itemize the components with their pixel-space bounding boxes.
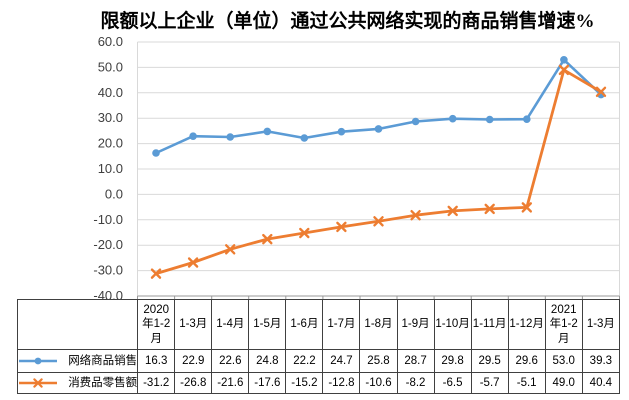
- y-axis-tick-label: 20.0: [98, 136, 123, 151]
- value-cell: 16.3: [137, 349, 176, 373]
- y-axis-tick-label: -10.0: [93, 212, 123, 227]
- category-header-cell: 1-3月: [581, 299, 621, 350]
- value-cell: 29.8: [433, 349, 472, 373]
- x-marker: [447, 205, 458, 217]
- category-header-cell: 1-5月: [248, 299, 287, 350]
- value-cell: -8.2: [396, 372, 435, 394]
- category-header-cell: 1-11月: [470, 299, 509, 350]
- value-cell: -15.2: [285, 372, 324, 394]
- legend-cell: 消费品零售额: [16, 372, 139, 394]
- x-marker: [299, 227, 310, 239]
- category-header-cell: 1-8月: [359, 299, 398, 350]
- value-cell: -26.8: [174, 372, 213, 394]
- y-axis-tick-label: -30.0: [93, 263, 123, 278]
- x-marker: [33, 378, 43, 388]
- value-cell: 24.8: [248, 349, 287, 373]
- legend-key-x-icon: [19, 378, 57, 388]
- x-marker: [262, 233, 273, 245]
- value-cell: 28.7: [396, 349, 435, 373]
- category-header-cell: 1-9月: [396, 299, 435, 350]
- table-row: 消费品零售额 -31.2 -26.8 -21.6 -17.6 -15.2 -12.8 -10.…: [16, 372, 621, 394]
- series-line: [154, 68, 603, 276]
- value-cell: 49.0: [544, 372, 583, 394]
- x-marker: [187, 257, 199, 268]
- circle-marker: [411, 117, 420, 126]
- x-marker: [150, 268, 162, 279]
- y-axis-tick-label: 60.0: [98, 34, 123, 49]
- value-cell: -10.6: [359, 372, 398, 394]
- y-axis-tick-label: 10.0: [98, 161, 123, 176]
- value-cell: 29.6: [507, 349, 546, 373]
- y-axis: 60.0 50.0 40.0 30.0 20.0 10.0 0.0 -10.0 -20.0 -30…: [93, 34, 123, 300]
- x-marker: [336, 221, 347, 233]
- x-axis: [137, 295, 620, 300]
- plot-area: 60.0 50.0 40.0 30.0 20.0 10.0 0.0 -10.0 -20.0 -30…: [93, 34, 620, 300]
- value-cell: 22.2: [285, 349, 324, 373]
- series-consumer-goods-retail: [150, 64, 607, 279]
- category-header-cell: 1-3月: [174, 299, 213, 350]
- y-axis-tick-label: -40.0: [93, 288, 123, 300]
- circle-marker: [152, 149, 160, 157]
- value-cell: -12.8: [322, 372, 361, 394]
- chart-data-table: 2020年1-2月 1-3月 1-4月 1-5月 1-6月 1-7月 1-8月 1-9月 1-1…: [16, 299, 621, 394]
- y-axis-tick-label: -20.0: [93, 237, 123, 252]
- category-header-cell: 1-12月: [507, 299, 546, 350]
- value-cell: 22.6: [211, 349, 250, 373]
- category-header-cell: 1-4月: [211, 299, 250, 350]
- y-axis-tick-label: 50.0: [98, 59, 123, 74]
- category-header-cell: 1-7月: [322, 299, 361, 350]
- circle-marker: [374, 125, 383, 133]
- circle-marker: [485, 115, 494, 124]
- value-cell: 29.5: [470, 349, 509, 373]
- data-table: 2020年1-2月 1-3月 1-4月 1-5月 1-6月 1-7月 1-8月 1-9月 1-1…: [16, 299, 621, 394]
- category-header-cell: 2020年1-2月: [137, 299, 176, 350]
- x-marker: [595, 86, 607, 97]
- x-marker: [558, 64, 570, 76]
- value-cell: 40.4: [581, 372, 621, 394]
- value-cell: -17.6: [248, 372, 287, 394]
- series-line: [154, 58, 603, 155]
- y-axis-tick-label: 30.0: [98, 110, 123, 125]
- legend-key-circle-icon: [19, 357, 57, 365]
- table-corner-cell: [16, 299, 139, 350]
- legend-label: 网络商品销售: [68, 354, 138, 367]
- circle-marker: [226, 133, 234, 141]
- y-axis-tick-label: 40.0: [98, 85, 123, 100]
- category-header-cell: 2021年1-2月: [544, 299, 583, 350]
- x-marker: [373, 216, 384, 227]
- circle-marker: [523, 115, 531, 123]
- value-cell: -21.6: [211, 372, 250, 394]
- value-cell: 25.8: [359, 349, 398, 373]
- value-cell: -5.1: [507, 372, 546, 394]
- value-cell: 39.3: [581, 349, 621, 373]
- circle-marker: [34, 357, 42, 365]
- x-marker: [521, 202, 532, 213]
- chart-title: 限额以上企业（单位）通过公共网络实现的商品销售增速%: [100, 11, 595, 32]
- y-axis-tick-label: 0.0: [105, 186, 123, 201]
- circle-marker: [189, 132, 197, 140]
- value-cell: -31.2: [137, 372, 176, 394]
- x-marker: [225, 244, 236, 255]
- series-online-goods-sales: [152, 56, 605, 157]
- value-cell: 24.7: [322, 349, 361, 373]
- circle-marker: [263, 127, 272, 136]
- category-header-cell: 1-10月: [433, 299, 472, 350]
- category-header-cell: 1-6月: [285, 299, 324, 350]
- value-cell: 22.9: [174, 349, 213, 373]
- value-cell: 53.0: [544, 349, 583, 373]
- circle-marker: [300, 134, 309, 142]
- circle-marker: [560, 56, 568, 64]
- category-header-row: 2020年1-2月 1-3月 1-4月 1-5月 1-6月 1-7月 1-8月 1-9月 1-1…: [16, 299, 621, 350]
- legend-label: 消费品零售额: [68, 376, 138, 389]
- table-row: 网络商品销售 16.3 22.9 22.6 24.8 22.2 24.7 25.8 28.7 29…: [16, 349, 621, 373]
- x-marker: [484, 203, 495, 215]
- circle-marker: [337, 127, 346, 136]
- circle-marker: [448, 114, 457, 123]
- value-cell: -6.5: [433, 372, 472, 394]
- legend-cell: 网络商品销售: [16, 349, 139, 373]
- value-cell: -5.7: [470, 372, 509, 394]
- x-marker: [410, 210, 421, 221]
